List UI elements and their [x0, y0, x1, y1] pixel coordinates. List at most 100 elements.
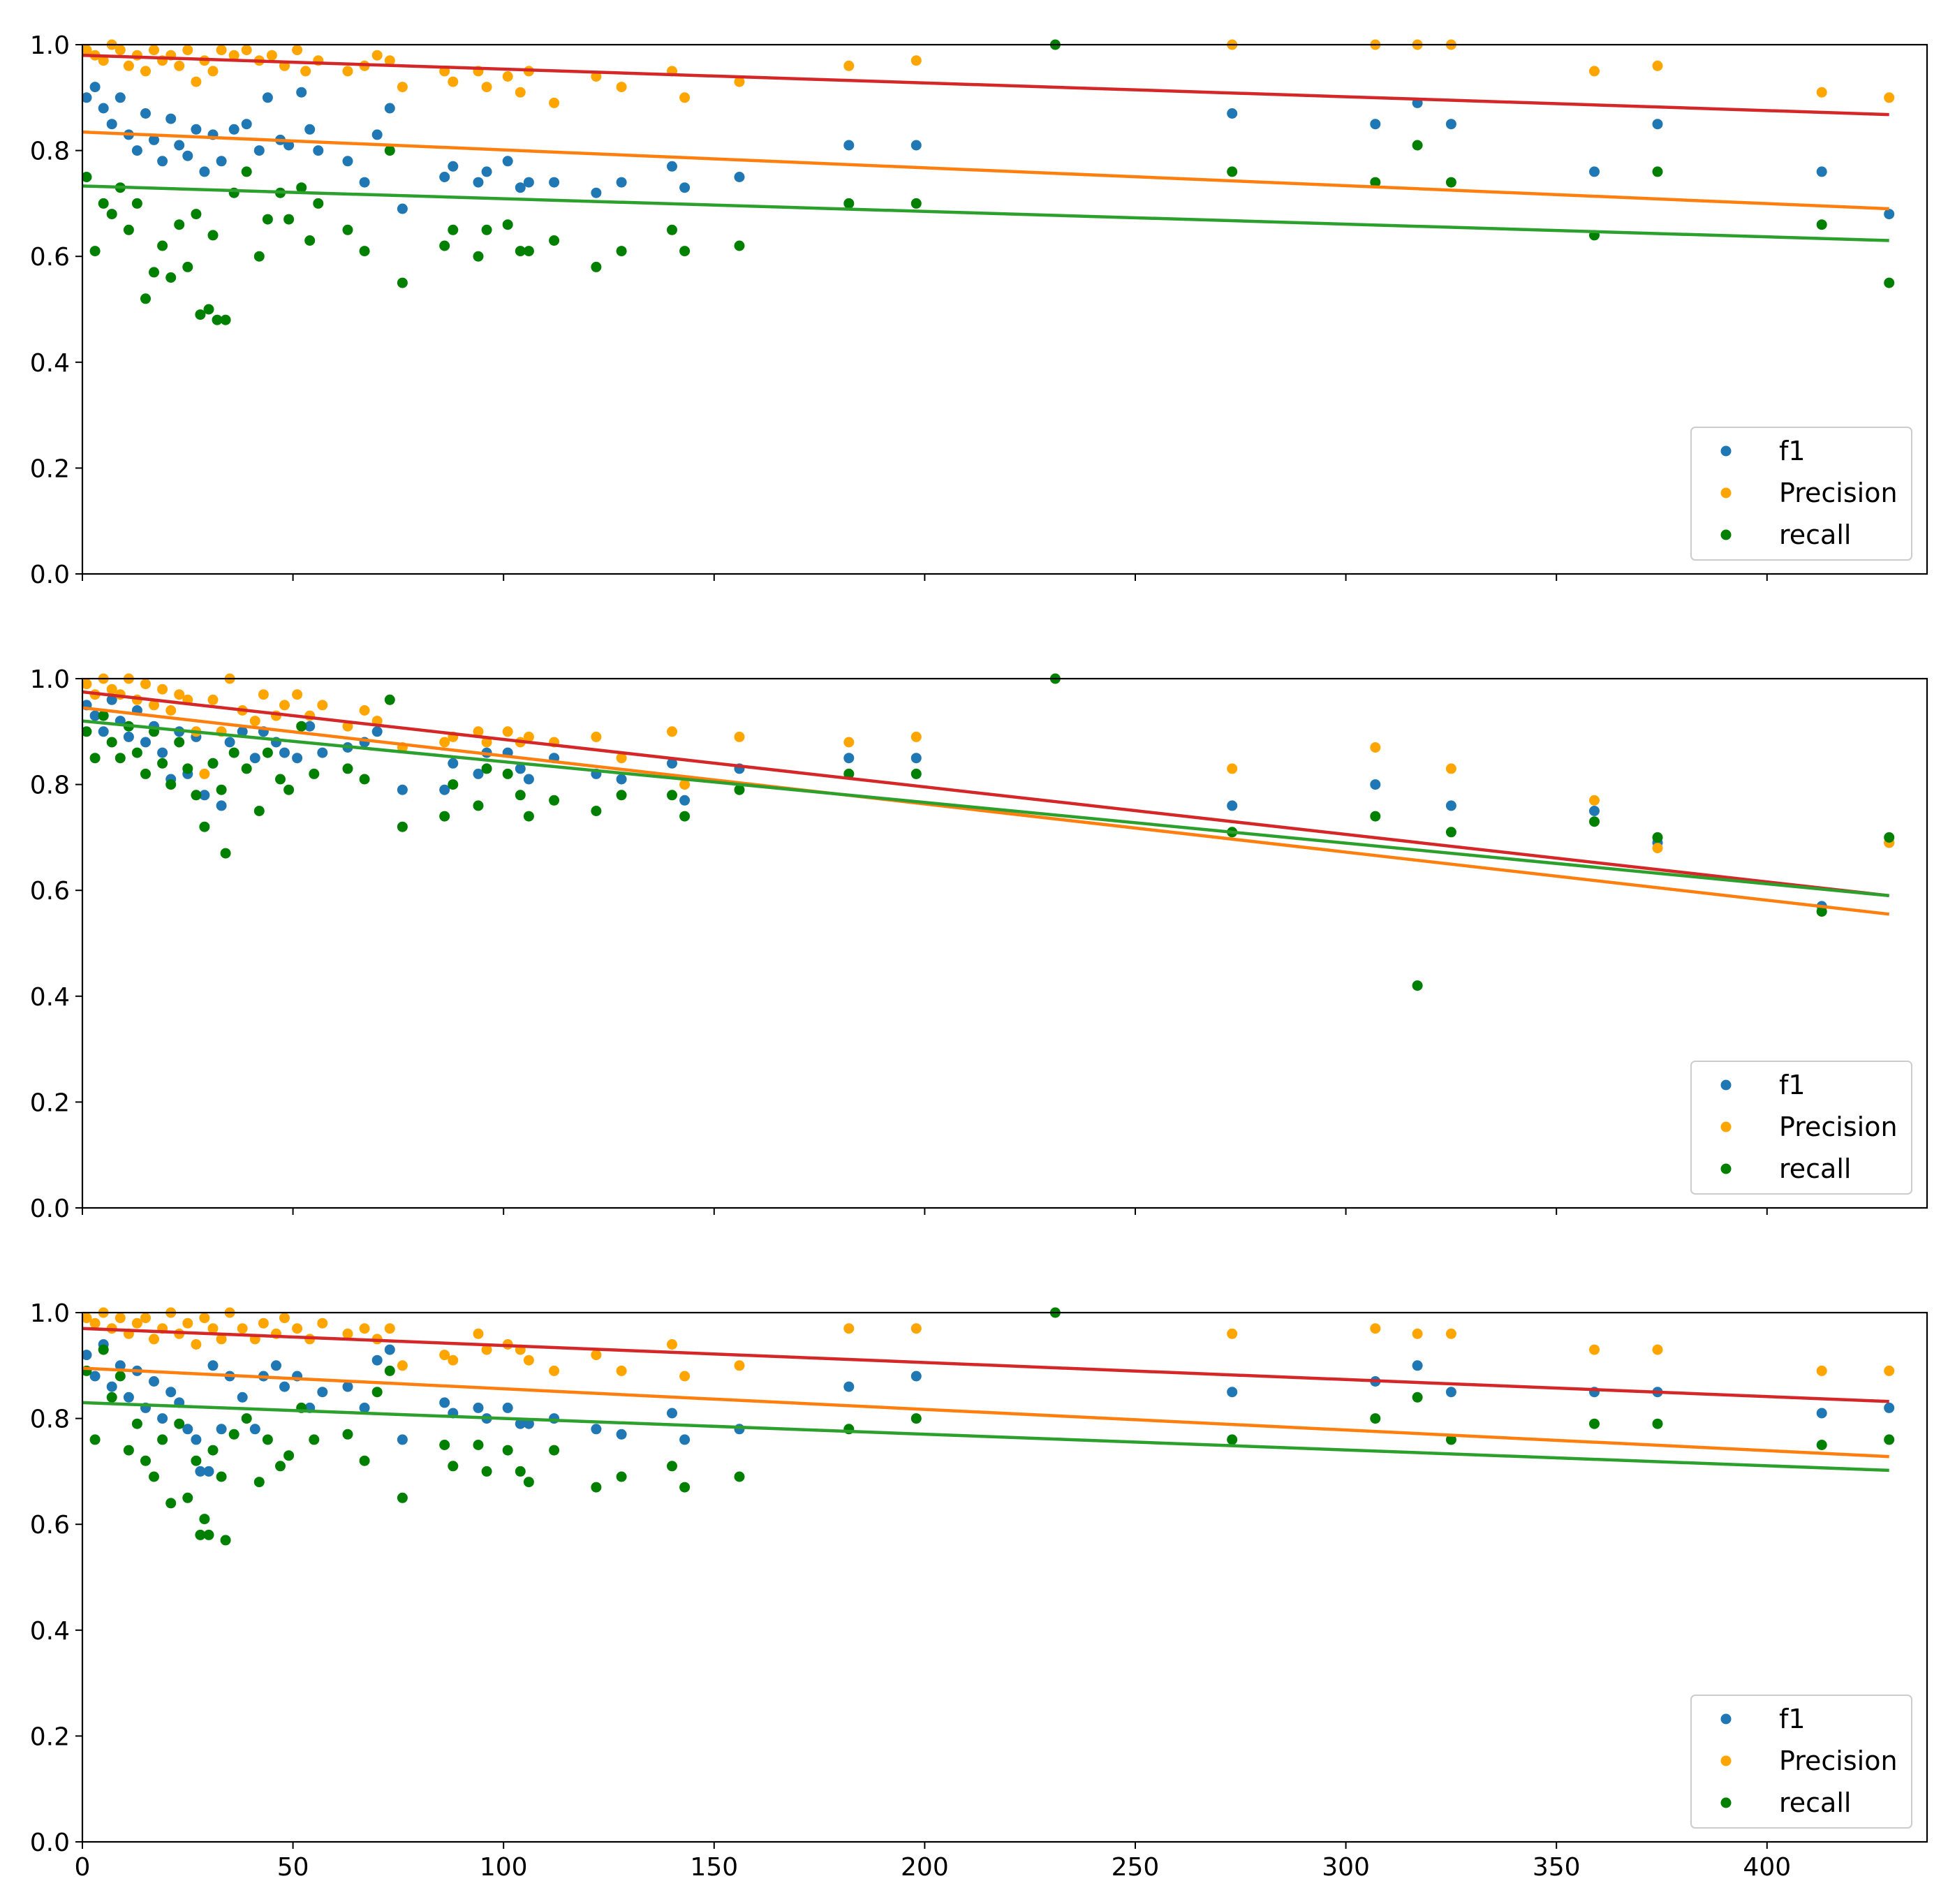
point-recall — [1816, 219, 1827, 230]
point-precision — [131, 1318, 142, 1329]
point-f1 — [253, 145, 265, 156]
point-recall — [342, 224, 353, 235]
point-precision — [1652, 843, 1663, 854]
point-recall — [275, 1461, 286, 1472]
point-precision — [317, 1318, 328, 1329]
point-f1 — [140, 737, 151, 748]
x-tick-label: 350 — [1533, 1853, 1581, 1882]
point-precision — [292, 45, 303, 56]
legend-label-recall: recall — [1779, 519, 1851, 550]
point-recall — [384, 145, 395, 156]
point-f1 — [106, 1381, 117, 1392]
point-precision — [1445, 763, 1456, 774]
point-recall — [481, 1466, 492, 1477]
point-f1 — [140, 108, 151, 119]
point-recall — [207, 1445, 219, 1456]
x-tick-label: 200 — [901, 1853, 949, 1882]
subplot-2: 0.0 0.2 0.4 0.6 0.8 1.0 f1 Precision recall — [30, 665, 1928, 1223]
point-recall — [199, 1514, 210, 1525]
point-recall — [591, 806, 602, 816]
point-f1 — [549, 1413, 560, 1424]
y-tick-label: 0.2 — [30, 1088, 70, 1117]
y-tick-label: 0.8 — [30, 1405, 70, 1434]
point-f1 — [397, 784, 408, 795]
point-recall — [1370, 177, 1381, 188]
point-precision — [591, 71, 602, 82]
point-precision — [199, 1313, 210, 1324]
point-recall — [195, 1529, 206, 1540]
point-f1 — [165, 113, 177, 124]
point-recall — [203, 304, 214, 315]
point-recall — [182, 1492, 193, 1503]
point-recall — [591, 261, 602, 272]
point-f1 — [616, 177, 627, 188]
point-f1 — [1445, 1387, 1456, 1398]
point-f1 — [271, 1360, 281, 1371]
point-f1 — [448, 161, 459, 172]
point-recall — [1652, 1418, 1663, 1429]
point-recall — [910, 1413, 922, 1424]
point-precision — [174, 689, 185, 700]
legend: f1 Precision recall — [1690, 1061, 1912, 1195]
point-recall — [384, 1365, 395, 1376]
point-precision — [549, 97, 560, 108]
point-recall — [679, 246, 691, 257]
point-recall — [115, 753, 126, 764]
point-f1 — [89, 710, 101, 721]
point-f1 — [207, 1360, 219, 1371]
point-recall — [734, 784, 745, 795]
point-f1 — [1589, 806, 1600, 816]
point-f1 — [1412, 1360, 1423, 1371]
point-recall — [174, 737, 185, 748]
point-recall — [140, 768, 151, 779]
y-tick-label: 0.6 — [30, 243, 70, 272]
point-f1 — [515, 1418, 526, 1429]
legend-marker-precision — [1720, 1755, 1732, 1766]
point-f1 — [439, 172, 450, 182]
point-f1 — [843, 1381, 855, 1392]
point-recall — [296, 182, 307, 193]
point-recall — [843, 198, 855, 209]
point-f1 — [1227, 108, 1238, 119]
point-precision — [549, 1365, 560, 1376]
point-recall — [342, 763, 353, 774]
point-precision — [1652, 1344, 1663, 1355]
point-recall — [1412, 140, 1423, 151]
point-precision — [266, 50, 277, 61]
point-precision — [182, 45, 193, 56]
point-recall — [1370, 1413, 1381, 1424]
point-precision — [667, 1339, 677, 1350]
point-recall — [1816, 906, 1827, 917]
point-precision — [191, 1339, 202, 1350]
point-f1 — [616, 1429, 627, 1440]
y-tick-label: 0.0 — [30, 561, 70, 589]
point-recall — [679, 811, 691, 822]
y-tick-label: 0.8 — [30, 772, 70, 800]
point-recall — [98, 198, 109, 209]
point-precision — [123, 60, 134, 71]
point-recall — [115, 1371, 126, 1382]
point-precision — [734, 731, 745, 742]
point-recall — [98, 1344, 109, 1355]
point-precision — [1227, 763, 1238, 774]
point-precision — [165, 705, 177, 716]
point-f1 — [279, 1381, 290, 1392]
point-precision — [199, 768, 210, 779]
point-recall — [283, 1450, 295, 1461]
point-precision — [207, 66, 219, 77]
point-recall — [106, 737, 117, 748]
point-recall — [262, 214, 273, 225]
point-recall — [283, 214, 295, 225]
y-tick-label: 0.4 — [30, 983, 70, 1012]
point-recall — [502, 1445, 513, 1456]
point-recall — [1589, 1418, 1600, 1429]
point-f1 — [317, 1387, 328, 1398]
recall-trend-line — [82, 184, 1889, 242]
point-f1 — [313, 145, 324, 156]
point-f1 — [439, 1397, 450, 1408]
point-recall — [448, 224, 459, 235]
point-recall — [1816, 1440, 1827, 1450]
subplot-3: 0.0 0.2 0.4 0.6 0.8 1.0 0 50 100 150 200 250 300 350 4… — [30, 1299, 1928, 1882]
point-f1 — [523, 774, 534, 785]
point-precision — [82, 1313, 92, 1324]
